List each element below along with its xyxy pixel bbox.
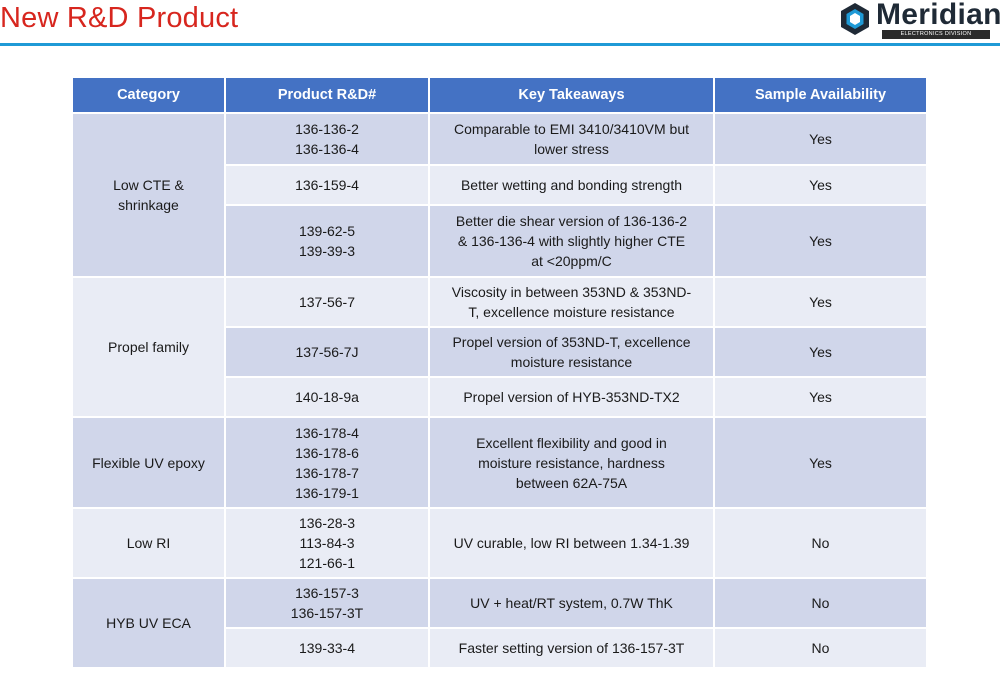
category-cell: Low CTE & shrinkage — [73, 114, 224, 277]
category-cell: Flexible UV epoxy — [73, 418, 224, 507]
company-logo: Meridian ELECTRONICS DIVISION — [836, 0, 1000, 42]
table-row: Low CTE & shrinkage 136-136-2 136-136-4 Co… — [73, 114, 926, 277]
takeaway-cell: Better die shear version of 136-136-2 & 1… — [430, 206, 713, 277]
availability-cell: No — [715, 578, 926, 627]
header-availability: Sample Availability — [715, 78, 926, 112]
table-row: Propel family 137-56-7 Viscosity in betw… — [73, 278, 926, 417]
logo-wordmark: Meridian — [876, 0, 1000, 31]
availability-cell: Yes — [715, 166, 926, 205]
table-row: 136-159-4 Better wetting and bonding str… — [73, 166, 926, 205]
availability-cell: No — [715, 628, 926, 667]
header-category: Category — [73, 78, 224, 112]
product-cell: 136-159-4 — [226, 166, 428, 205]
page-title: New R&D Product — [0, 2, 239, 34]
product-cell: 140-18-9a — [226, 378, 428, 417]
table-row: 140-18-9a Propel version of HYB-353ND-TX… — [73, 378, 926, 417]
availability-cell: Yes — [715, 378, 926, 417]
product-cell: 139-33-4 — [226, 628, 428, 667]
product-cell: 136-178-4 136-178-6 136-178-7 136-179-1 — [226, 418, 428, 507]
product-cell: 137-56-7J — [226, 328, 428, 377]
category-cell: HYB UV ECA — [73, 578, 224, 667]
product-cell: 137-56-7 — [226, 278, 428, 327]
header-product: Product R&D# — [226, 78, 428, 112]
table-row: HYB UV ECA 136-157-3 136-157-3T UV + heat… — [73, 578, 926, 667]
takeaway-cell: Faster setting version of 136-157-3T — [430, 628, 713, 667]
logo-tagline: ELECTRONICS DIVISION — [882, 30, 990, 39]
takeaway-cell: Propel version of 353ND-T, excellence moi… — [430, 328, 713, 377]
takeaway-cell: Propel version of HYB-353ND-TX2 — [430, 378, 713, 417]
availability-cell: Yes — [715, 206, 926, 277]
table-row: 139-33-4 Faster setting version of 136-1… — [73, 628, 926, 667]
takeaway-cell: Viscosity in between 353ND & 353ND- T, ex… — [430, 278, 713, 327]
product-cell: 136-28-3 113-84-3 121-66-1 — [226, 508, 428, 577]
category-cell: Propel family — [73, 278, 224, 417]
takeaway-cell: Better wetting and bonding strength — [430, 166, 713, 205]
takeaway-cell: UV + heat/RT system, 0.7W ThK — [430, 578, 713, 627]
product-cell: 136-136-2 136-136-4 — [226, 114, 428, 165]
product-cell: 136-157-3 136-157-3T — [226, 578, 428, 627]
table-row: 137-56-7J Propel version of 353ND-T, exc… — [73, 328, 926, 377]
availability-cell: Yes — [715, 328, 926, 377]
takeaway-cell: Excellent flexibility and good in moistur… — [430, 418, 713, 507]
title-divider — [0, 43, 1000, 46]
availability-cell: Yes — [715, 418, 926, 507]
header-takeaways: Key Takeaways — [430, 78, 713, 112]
product-cell: 139-62-5 139-39-3 — [226, 206, 428, 277]
table-row: Low RI 136-28-3 113-84-3 121-66-1 UV curab… — [73, 508, 926, 577]
table-row: 139-62-5 139-39-3 Better die shear versio… — [73, 206, 926, 277]
availability-cell: Yes — [715, 114, 926, 165]
products-table: Category Product R&D# Key Takeaways Samp… — [71, 76, 928, 669]
table-header-row: Category Product R&D# Key Takeaways Samp… — [73, 78, 926, 112]
category-cell: Low RI — [73, 508, 224, 577]
availability-cell: Yes — [715, 278, 926, 327]
availability-cell: No — [715, 508, 926, 577]
takeaway-cell: Comparable to EMI 3410/3410VM but lower s… — [430, 114, 713, 165]
hexagon-logo-icon — [841, 3, 869, 35]
table-row: Flexible UV epoxy 136-178-4 136-178-6 136-… — [73, 418, 926, 507]
takeaway-cell: UV curable, low RI between 1.34-1.39 — [430, 508, 713, 577]
